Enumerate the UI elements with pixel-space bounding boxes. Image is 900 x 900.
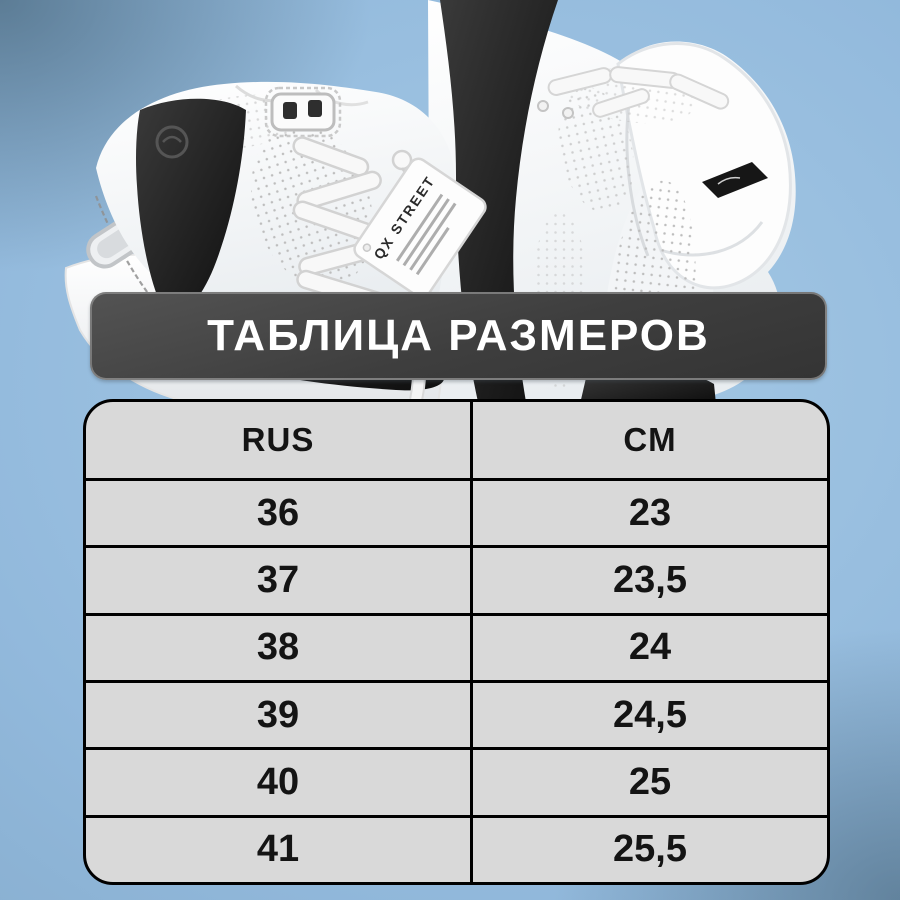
table-cell-rus: 40 bbox=[86, 747, 470, 814]
table-cell-rus: 39 bbox=[86, 680, 470, 747]
lace-plate bbox=[264, 86, 342, 138]
table-cell-cm: 23,5 bbox=[470, 545, 827, 613]
laces bbox=[292, 136, 393, 312]
table-cell-rus: 37 bbox=[86, 545, 470, 612]
size-table: RUS CM 36 23 37 23,5 38 24 39 24,5 40 25… bbox=[83, 399, 830, 885]
table-cell-rus: 38 bbox=[86, 612, 470, 680]
table-cell-rus: 41 bbox=[86, 814, 470, 882]
table-cell-cm: 25,5 bbox=[470, 814, 827, 882]
size-chart-banner: ТАБЛИЦА РАЗМЕРОВ bbox=[90, 292, 827, 380]
table-cell-cm: 24,5 bbox=[470, 680, 827, 748]
table-cell-cm: 23 bbox=[470, 478, 827, 546]
table-header-cm: CM bbox=[470, 402, 827, 478]
banner-title: ТАБЛИЦА РАЗМЕРОВ bbox=[207, 311, 710, 360]
table-cell-cm: 24 bbox=[470, 612, 827, 680]
table-cell-rus: 36 bbox=[86, 478, 470, 545]
table-header-rus: RUS bbox=[241, 421, 315, 458]
tongue-label bbox=[702, 162, 768, 198]
table-cell-cm: 25 bbox=[470, 747, 827, 815]
brand-logo-icon bbox=[155, 125, 189, 159]
